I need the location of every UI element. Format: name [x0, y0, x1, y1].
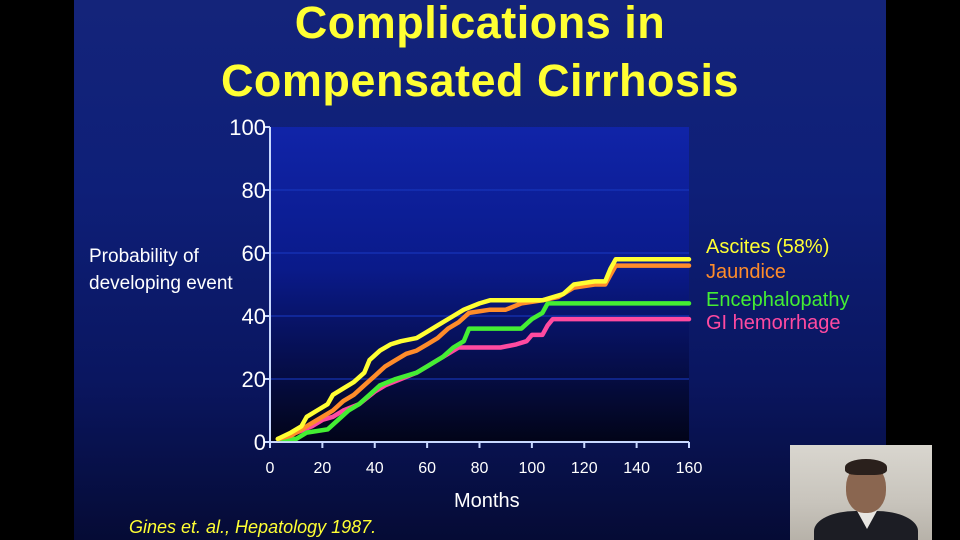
- y-tick-label: 60: [242, 241, 266, 266]
- presenter-webcam: [790, 445, 932, 540]
- x-tick-label: 100: [519, 460, 546, 477]
- y-tick-label: 80: [242, 178, 266, 203]
- legend-encephalopathy: Encephalopathy: [706, 289, 850, 311]
- x-tick-label: 20: [313, 460, 331, 477]
- x-tick-label: 80: [471, 460, 489, 477]
- legend-gi-hemorrhage: GI hemorrhage: [706, 312, 841, 334]
- x-tick-label: 120: [571, 460, 598, 477]
- x-tick-label: 60: [418, 460, 436, 477]
- legend-ascites: Ascites (58%): [706, 236, 830, 258]
- x-tick-label: 40: [366, 460, 384, 477]
- x-tick-label: 0: [266, 460, 275, 477]
- x-axis-label: Months: [454, 490, 520, 512]
- y-tick-label: 40: [242, 304, 266, 329]
- series-line-encephalopathy: [275, 301, 692, 442]
- slide: Complications in Compensated Cirrhosis 0…: [74, 0, 886, 540]
- series-line-jaundice: [275, 263, 692, 442]
- citation: Gines et. al., Hepatology 1987.: [129, 517, 377, 537]
- series-line-ascites: [275, 257, 692, 442]
- x-tick-label: 140: [623, 460, 650, 477]
- y-axis-label: Probability of developing event: [89, 246, 233, 294]
- x-tick-label: 160: [676, 460, 703, 477]
- slide-title-line1: Complications in: [294, 0, 666, 48]
- line-chart: 0 20 40 60 80 100 0 20 40 60 80 100 120 140 160: [229, 115, 703, 477]
- y-tick-label: 100: [229, 115, 266, 140]
- slide-title-line2: Compensated Cirrhosis: [220, 55, 740, 106]
- y-tick-label: 0: [254, 430, 266, 455]
- legend-jaundice: Jaundice: [706, 261, 787, 283]
- presenter-hair: [845, 459, 887, 475]
- y-tick-label: 20: [242, 367, 266, 392]
